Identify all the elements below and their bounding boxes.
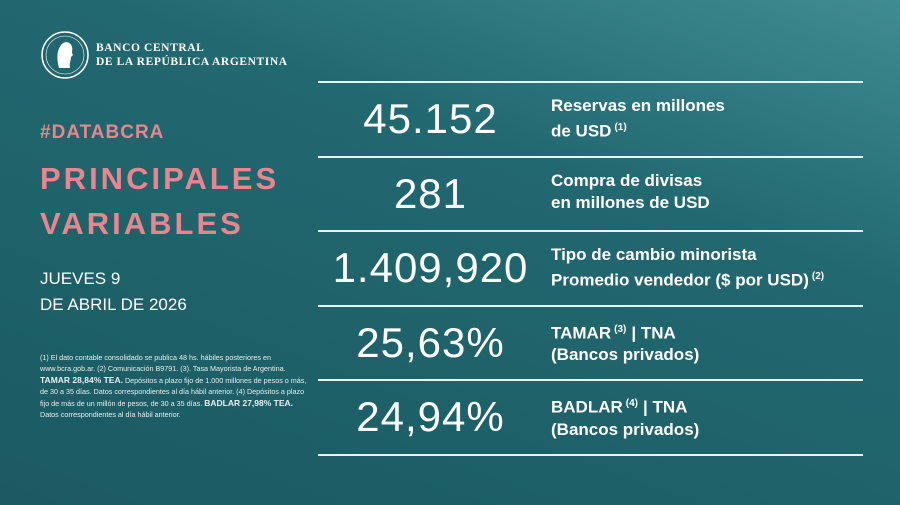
label-text: Compra de divisas [551, 170, 703, 190]
label-line: Reservas en millones [551, 95, 725, 117]
separator [318, 81, 863, 83]
label-line: Promedio vendedor ($ por USD) (2) [551, 266, 829, 292]
separator [318, 304, 863, 307]
footnote: (1) El dato contable consolidado se publ… [40, 352, 310, 420]
label-line: TAMAR (3) | TNA [551, 319, 699, 345]
label-text: en millones de USD [551, 192, 710, 212]
separator [318, 454, 863, 456]
indicator-value: 1.409,920 [332, 244, 529, 292]
footnote-ref: (4) [625, 398, 639, 410]
separator [318, 379, 863, 382]
bank-name-line: BANCO CENTRAL [96, 42, 205, 54]
footnote-text: TAMAR 28,84% TEA. [40, 374, 123, 385]
footnote-text: Depósitos a plazo fijo de 1.000 millones… [40, 375, 307, 408]
indicator-value: 281 [393, 169, 468, 217]
indicator-value: 24,94% [356, 393, 505, 441]
logo [41, 31, 89, 79]
indicator-label: Reservas en millones de USD (1) [551, 95, 725, 143]
indicator-label: BADLAR (4) | TNA (Bancos privados) [551, 393, 699, 441]
label-line: Compra de divisas [551, 170, 710, 192]
indicator-value: 25,63% [356, 318, 505, 366]
label-line: de USD (1) [551, 117, 725, 143]
footnote-text: (1) El dato contable consolidado se publ… [40, 353, 286, 374]
bank-name-line: DE LA REPÚBLICA ARGENTINA [96, 56, 288, 68]
label-line: Tipo de cambio minorista [551, 244, 829, 266]
date: JUEVES 9 DE ABRIL DE 2026 [40, 266, 187, 318]
label-text: (Bancos privados) [551, 420, 700, 440]
indicator-value: 45.152 [363, 95, 498, 142]
label-text: BADLAR [551, 398, 623, 418]
footnote-ref: (3) [614, 323, 627, 335]
label-text: TAMAR [551, 323, 612, 343]
label-text: | TNA [631, 323, 676, 343]
footnote-text: BADLAR 27,98% TEA. [204, 397, 294, 408]
label-text: (Bancos privados) [551, 345, 700, 365]
footnote-ref: (2) [811, 271, 825, 283]
bank-name: BANCO CENTRAL DE LA REPÚBLICA ARGENTINA [96, 41, 288, 69]
label-line: BADLAR (4) | TNA [551, 393, 699, 419]
label-line: (Bancos privados) [551, 344, 699, 366]
label-text: Promedio vendedor ($ por USD) [551, 270, 809, 290]
label-line: en millones de USD [551, 192, 710, 214]
label-text: de USD [551, 121, 612, 141]
title: PRINCIPALES VARIABLES [40, 156, 279, 246]
indicator-label: TAMAR (3) | TNA (Bancos privados) [551, 319, 699, 367]
date-line: JUEVES 9 [40, 269, 121, 288]
title-line: VARIABLES [40, 206, 244, 241]
label-text: Tipo de cambio minorista [551, 245, 757, 265]
separator [318, 155, 863, 158]
date-line: DE ABRIL DE 2026 [40, 295, 187, 314]
label-text: Reservas en millones [551, 96, 725, 115]
hashtag: #DATABCRA [40, 122, 165, 143]
separator [318, 230, 863, 233]
footnote-ref: (1) [614, 122, 627, 133]
indicator-label: Tipo de cambio minorista Promedio vendedo… [551, 244, 829, 292]
label-text: | TNA [643, 398, 688, 418]
label-line: (Bancos privados) [551, 419, 699, 441]
indicator-label: Compra de divisas en millones de USD [551, 170, 710, 214]
title-line: PRINCIPALES [40, 161, 280, 196]
footnote-text: Datos correspondientes al día hábil ante… [40, 410, 181, 420]
